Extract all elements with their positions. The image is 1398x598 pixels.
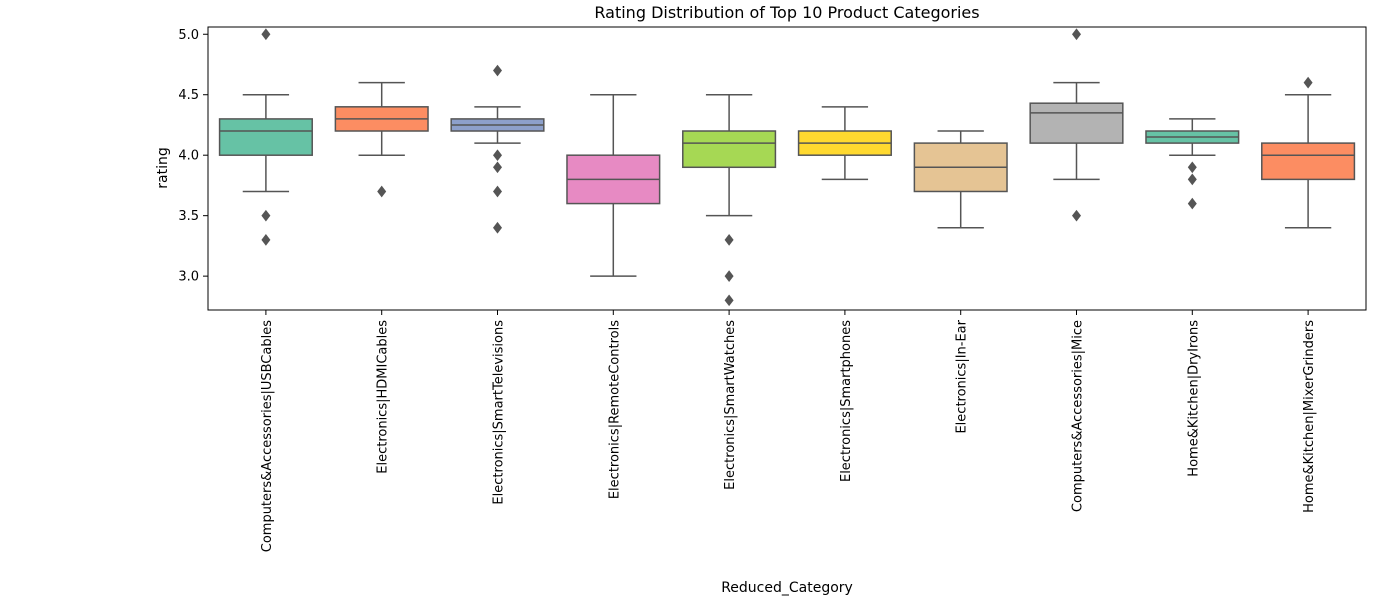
y-tick-label: 4.5 bbox=[178, 88, 199, 103]
outlier-point bbox=[724, 294, 734, 307]
box-group bbox=[682, 93, 777, 307]
plot-area bbox=[218, 28, 1356, 307]
x-tick-label: Electronics|SmartTelevisions bbox=[492, 320, 507, 505]
y-tick-label: 4.0 bbox=[178, 149, 199, 164]
x-tick-label: Home&Kitchen|MixerGrinders bbox=[1302, 320, 1317, 513]
box-group bbox=[218, 28, 313, 246]
box-group bbox=[913, 130, 1008, 229]
outlier-point bbox=[493, 221, 502, 234]
outlier-point bbox=[493, 64, 502, 77]
x-tick-label: Computers&Accessories|USBCables bbox=[260, 320, 275, 552]
y-tick-label: 3.5 bbox=[178, 209, 199, 224]
x-tick-label: Electronics|SmartWatches bbox=[723, 320, 738, 490]
outlier-point bbox=[493, 185, 502, 198]
y-tick-label: 3.0 bbox=[178, 270, 199, 285]
outlier-point bbox=[1072, 28, 1081, 41]
outlier-point bbox=[493, 149, 502, 162]
outlier-point bbox=[1187, 161, 1197, 174]
outlier-point bbox=[1187, 173, 1197, 186]
box-group bbox=[1261, 76, 1356, 229]
outlier-point bbox=[724, 270, 734, 282]
box bbox=[218, 118, 313, 156]
outlier-point bbox=[1303, 76, 1313, 89]
x-tick-label: Electronics|Smartphones bbox=[839, 320, 854, 482]
outlier-point bbox=[493, 161, 502, 174]
outlier-point bbox=[261, 209, 271, 222]
x-tick-label: Electronics|HDMICables bbox=[376, 320, 391, 474]
outlier-point bbox=[1072, 209, 1081, 222]
plot-frame bbox=[207, 26, 1367, 311]
box-group bbox=[1145, 118, 1240, 210]
outlier-point bbox=[261, 234, 271, 246]
outlier-point bbox=[261, 28, 271, 41]
x-tick-label: Home&Kitchen|DryIrons bbox=[1186, 320, 1201, 477]
box-group bbox=[566, 93, 661, 277]
box-group bbox=[797, 106, 892, 181]
box bbox=[682, 130, 777, 169]
y-axis-label: rating bbox=[155, 147, 171, 188]
box bbox=[1261, 142, 1356, 181]
box bbox=[1029, 102, 1124, 144]
outlier-point bbox=[1187, 197, 1197, 210]
x-tick-label: Electronics|In-Ear bbox=[955, 319, 970, 433]
box-group bbox=[1029, 28, 1124, 222]
chart-title: Rating Distribution of Top 10 Product Ca… bbox=[594, 3, 979, 22]
x-tick-label: Computers&Accessories|Mice bbox=[1071, 320, 1086, 512]
box-group bbox=[334, 81, 429, 198]
x-tick-label: Electronics|RemoteControls bbox=[607, 320, 622, 499]
x-axis-label: Reduced_Category bbox=[721, 580, 853, 596]
outlier-point bbox=[377, 185, 387, 198]
outlier-point bbox=[724, 234, 734, 246]
box-group bbox=[450, 64, 545, 234]
y-tick-label: 5.0 bbox=[178, 28, 199, 43]
